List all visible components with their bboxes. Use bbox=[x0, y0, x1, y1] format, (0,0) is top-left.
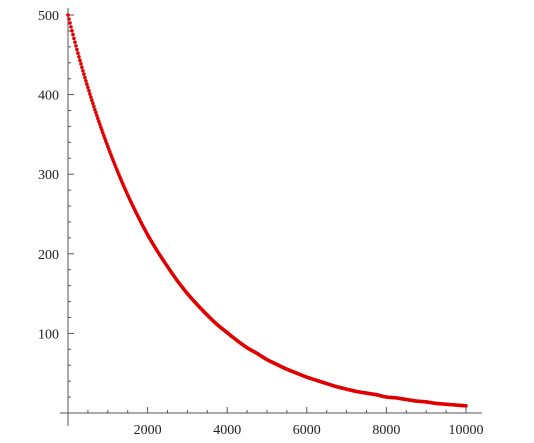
x-tick-label: 2000 bbox=[134, 423, 162, 438]
curve-dot bbox=[103, 136, 107, 141]
curve-dot bbox=[88, 92, 92, 96]
curve-dot bbox=[84, 79, 88, 83]
curve-dot bbox=[74, 44, 78, 48]
y-tick-label: 300 bbox=[38, 168, 59, 183]
data-point bbox=[66, 13, 70, 17]
curve-dot bbox=[78, 58, 82, 63]
curve-dot bbox=[82, 72, 86, 76]
y-tick-label: 200 bbox=[38, 248, 59, 263]
curve-dot bbox=[99, 125, 103, 129]
curve-dot bbox=[94, 110, 98, 115]
curve-dot bbox=[75, 47, 79, 52]
curve-dot bbox=[69, 25, 73, 29]
curve-dot bbox=[72, 36, 76, 41]
data-point bbox=[86, 85, 90, 90]
curve-dot bbox=[81, 68, 85, 73]
curve-dot bbox=[68, 21, 72, 25]
data-point bbox=[96, 116, 100, 121]
curve-dot bbox=[90, 98, 94, 103]
y-tick-label: 400 bbox=[38, 89, 59, 104]
curve-dot bbox=[80, 65, 84, 70]
x-tick-label: 4000 bbox=[213, 423, 241, 438]
data-point bbox=[464, 404, 468, 408]
curve-dot bbox=[79, 62, 83, 66]
axes bbox=[60, 8, 482, 426]
curve-dot bbox=[83, 75, 87, 80]
curve-dot bbox=[97, 119, 101, 124]
curve-dot bbox=[95, 113, 99, 118]
curve-dot bbox=[89, 95, 93, 99]
curve-dot bbox=[85, 82, 89, 86]
curve-dot bbox=[100, 128, 104, 132]
curve-dot bbox=[101, 130, 105, 135]
curve-dot bbox=[93, 107, 97, 112]
curve-dot bbox=[92, 104, 96, 109]
curve-dot bbox=[70, 28, 74, 33]
x-tick-label: 8000 bbox=[372, 423, 400, 438]
data-point bbox=[76, 51, 80, 56]
curve-dot bbox=[102, 133, 106, 138]
curve-dot bbox=[77, 54, 81, 59]
x-tick-label: 10000 bbox=[449, 423, 484, 438]
x-tick-label: 6000 bbox=[293, 423, 321, 438]
curve-dot bbox=[73, 40, 77, 44]
curve-dot bbox=[91, 101, 95, 106]
curve-dot bbox=[98, 122, 102, 127]
y-tick-label: 500 bbox=[38, 9, 59, 24]
curve-dot bbox=[87, 88, 91, 93]
y-tick-label: 100 bbox=[38, 327, 59, 342]
curve-dot bbox=[67, 17, 71, 21]
curve-dot bbox=[71, 32, 75, 37]
series bbox=[66, 13, 468, 408]
ticks: 2000 4000 6000 8000 10000 100 200 300 400 500 bbox=[38, 9, 484, 438]
